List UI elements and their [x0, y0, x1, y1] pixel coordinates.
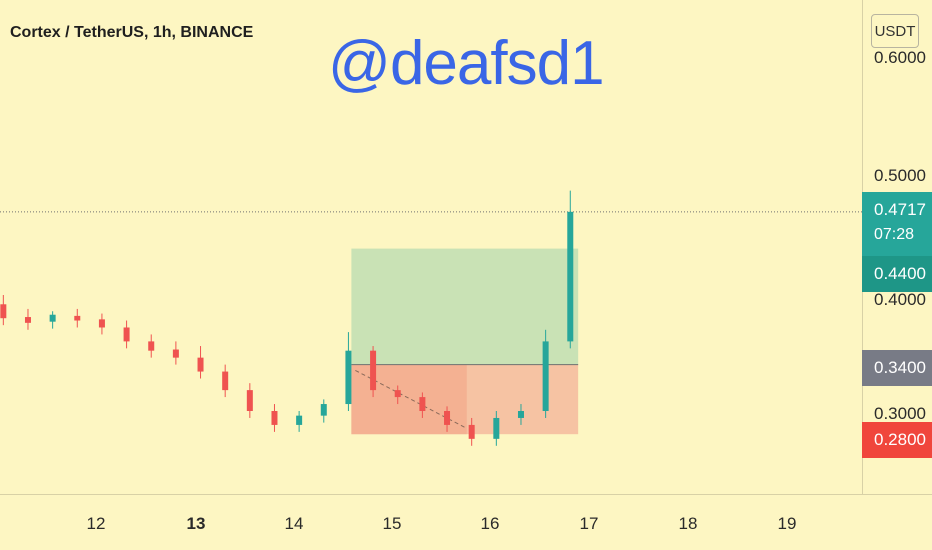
- time-label-12: 12: [86, 514, 106, 533]
- time-label-15: 15: [382, 514, 402, 533]
- price-label-0.4000: 0.4000: [874, 290, 926, 309]
- entry-price-tag: 0.3400: [862, 350, 932, 386]
- candle-body-9: [222, 371, 229, 391]
- candle-body-11: [271, 411, 278, 425]
- time-label-13: 13: [186, 514, 206, 533]
- time-axis-divider: [0, 494, 932, 495]
- price-label-0.5000: 0.5000: [874, 166, 926, 185]
- candle-body-13: [320, 404, 327, 416]
- candle-body-10: [246, 390, 253, 411]
- stop-price-tag: 0.2800: [862, 422, 932, 458]
- candle-body-3: [74, 315, 81, 321]
- price-label-0.3000: 0.3000: [874, 404, 926, 423]
- candle-body-17: [419, 397, 426, 411]
- candle-body-1: [24, 317, 31, 323]
- time-label-16: 16: [480, 514, 500, 533]
- candle-body-7: [172, 349, 179, 358]
- last-price-value: 0.4717: [874, 200, 926, 219]
- candle-body-2: [49, 314, 56, 322]
- target-price-tag: 0.4400: [862, 256, 932, 292]
- chart-title: Cortex / TetherUS, 1h, BINANCE: [10, 24, 254, 41]
- candle-body-6: [148, 341, 155, 351]
- bar-countdown: 07:28: [874, 226, 915, 243]
- candle-body-21: [517, 411, 524, 418]
- candle-body-8: [197, 357, 204, 372]
- profit-zone: [351, 248, 579, 365]
- candle-body-5: [123, 327, 130, 342]
- candle-body-14: [345, 350, 352, 405]
- candle-body-19: [468, 424, 475, 439]
- candle-body-15: [370, 350, 377, 391]
- candle-body-18: [444, 411, 451, 425]
- candle-body-23: [567, 211, 574, 342]
- watermark-text: @deafsd1: [328, 29, 605, 98]
- candle-body-12: [296, 415, 303, 425]
- candle-body-4: [98, 319, 105, 328]
- candle-body-0: [0, 304, 7, 319]
- candle-body-16: [394, 390, 401, 398]
- currency-unit-button[interactable]: USDT: [871, 14, 919, 48]
- time-label-14: 14: [284, 514, 304, 533]
- price-label-0.6000: 0.6000: [874, 48, 926, 67]
- candle-body-20: [493, 417, 500, 439]
- time-label-18: 18: [678, 514, 698, 533]
- last-price-tag: 0.4717 07:28: [862, 192, 932, 256]
- candle-body-22: [542, 341, 549, 411]
- time-label-19: 19: [777, 514, 797, 533]
- time-label-17: 17: [579, 514, 599, 533]
